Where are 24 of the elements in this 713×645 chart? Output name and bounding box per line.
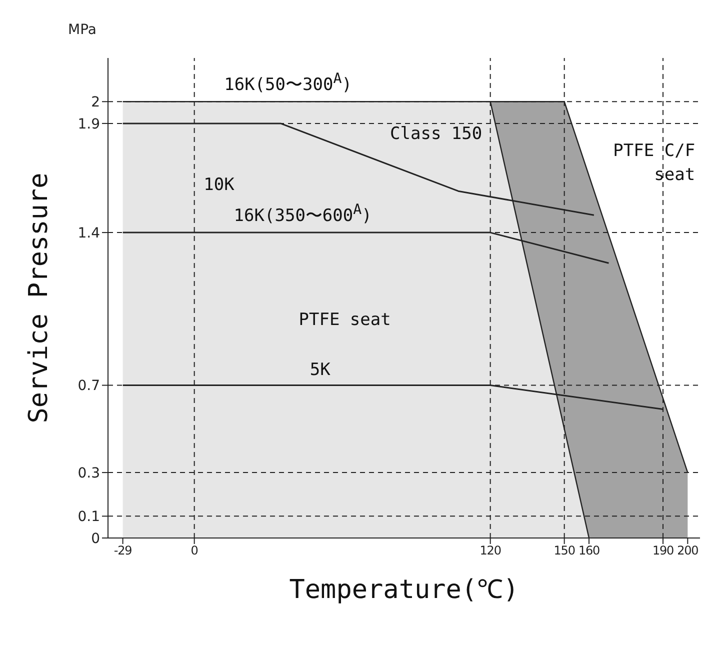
y-tick-label: 2: [91, 94, 100, 111]
text: MPa: [68, 22, 96, 38]
x-tick-label: 160: [578, 544, 600, 558]
x-tick-label: 150: [554, 544, 575, 558]
annotation: 16K(350〜600$^{A}$): [234, 201, 372, 228]
y-tick-label: 1.4: [78, 226, 100, 242]
x-tick-label: 200: [677, 544, 698, 558]
x-tick-label: 190: [652, 544, 674, 558]
annotation: 5K: [310, 359, 330, 382]
y-tick-label: 0.7: [78, 378, 100, 394]
x-tick-label: -29: [114, 544, 132, 558]
annotation: PTFE seat: [298, 308, 391, 332]
x-axis-title: Temperature(℃): [289, 575, 519, 605]
y-axis-title: Service Pressure: [24, 172, 54, 424]
annotation: 10K: [204, 174, 234, 197]
annotation: 16K(50〜300$^{A}$): [224, 70, 352, 97]
y-tick-label: 1.9: [78, 116, 100, 132]
annotation: PTFE C/F seat: [612, 140, 696, 187]
y-tick-label: 0: [91, 530, 100, 547]
annotation: Class 150: [390, 123, 482, 146]
y-tick-label: 0.1: [78, 509, 100, 526]
x-tick-label: 120: [480, 544, 501, 558]
x-tick-label: 0: [190, 544, 198, 558]
y-tick-label: 0.3: [78, 466, 100, 482]
